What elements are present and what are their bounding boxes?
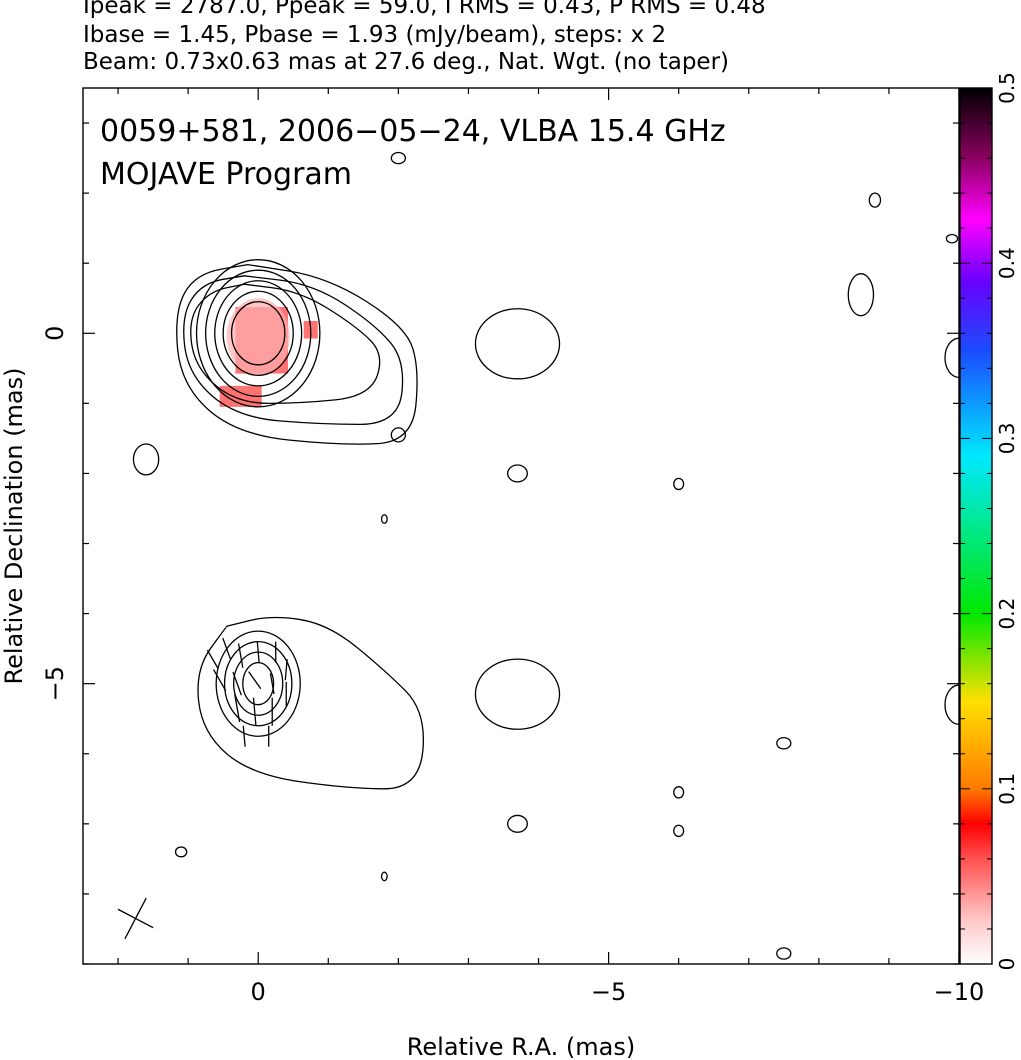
x-tick-label: 0	[251, 978, 266, 1006]
core-contour	[195, 259, 321, 408]
x-axis-label: Relative R.A. (mas)	[407, 1033, 635, 1060]
small-contour	[390, 427, 407, 443]
evpa-vector	[234, 694, 241, 723]
jet-contour	[183, 275, 404, 426]
evpa-vector	[256, 641, 260, 663]
core-contour	[222, 290, 294, 376]
colorbar	[959, 87, 993, 965]
polarized-flux-layer	[219, 298, 318, 407]
small-contour	[776, 736, 792, 750]
colorbar-tick-label: 0.1	[995, 773, 1019, 805]
evpa-vector	[242, 725, 246, 747]
small-contour	[673, 477, 685, 491]
core-contour	[223, 640, 293, 727]
colorbar-ticks	[960, 87, 992, 965]
small-contour	[474, 658, 561, 730]
y-tick-label: 0	[41, 326, 69, 341]
evpa-vector	[248, 671, 262, 690]
small-contour	[474, 308, 561, 380]
evpa-vector	[232, 671, 242, 696]
core-contour	[215, 630, 301, 737]
colorbar-tick-label: 0.3	[995, 422, 1019, 454]
small-contour	[673, 824, 685, 838]
y-tick-label: −5	[41, 666, 69, 701]
small-contour	[390, 151, 407, 165]
jet-contour	[190, 283, 381, 405]
core-contour	[242, 662, 275, 706]
jet-contour	[176, 263, 418, 445]
y-axis-label: Relative Declination (mas)	[0, 367, 28, 684]
small-contour	[507, 464, 528, 483]
evpa-vector-layer	[206, 637, 288, 747]
small-contour	[776, 947, 792, 960]
evpa-vector	[269, 673, 275, 695]
small-contour	[847, 273, 875, 317]
evpa-vector	[284, 659, 288, 681]
colorbar-tick-label: 0	[995, 958, 1019, 971]
header-line-3: Beam: 0.73x0.63 mas at 27.6 deg., Nat. W…	[83, 49, 729, 75]
header-line-2: Ibase = 1.45, Pbase = 1.93 (mJy/beam), s…	[83, 22, 667, 48]
evpa-vector	[206, 649, 219, 669]
x-tick-labels: 0 −5 −10	[251, 978, 985, 1006]
beam-minor-axis	[117, 908, 154, 929]
colorbar-tick-labels: 0 0.1 0.2 0.3 0.4 0.5	[995, 72, 1019, 970]
small-contour	[132, 443, 160, 476]
core-contour	[204, 269, 312, 398]
core-contour	[230, 301, 286, 366]
beam-layer	[117, 897, 154, 940]
small-contour	[868, 192, 882, 208]
evpa-vector	[222, 637, 232, 660]
x-tick-label: −5	[591, 978, 626, 1006]
small-contour	[174, 846, 188, 858]
small-contour	[945, 233, 959, 244]
small-contour	[507, 814, 528, 833]
small-contour	[380, 871, 388, 882]
x-tick-label: −10	[934, 978, 985, 1006]
header-line-1: Ipeak = 2787.0, Ppeak = 59.0, I RMS = 0.…	[83, 0, 766, 19]
small-contour	[380, 514, 388, 524]
plot-frame	[82, 87, 960, 965]
colorbar-tick-label: 0.4	[995, 247, 1019, 279]
colorbar-tick-label: 0.2	[995, 598, 1019, 630]
polarized-flux-core	[226, 298, 290, 376]
jet-contour	[197, 616, 425, 790]
evpa-vector	[252, 697, 257, 726]
y-tick-labels: 0 −5	[41, 326, 69, 702]
contour-layer	[132, 151, 974, 960]
chart-title: 0059+581, 2006−05−24, VLBA 15.4 GHz	[100, 114, 726, 149]
axis-ticks	[83, 88, 960, 965]
colorbar-tick-label: 0.5	[995, 72, 1019, 104]
core-contour	[214, 280, 303, 387]
evpa-vector	[237, 643, 244, 668]
small-contour	[673, 786, 685, 799]
evpa-vector	[212, 669, 227, 692]
chart-subtitle: MOJAVE Program	[100, 157, 352, 192]
